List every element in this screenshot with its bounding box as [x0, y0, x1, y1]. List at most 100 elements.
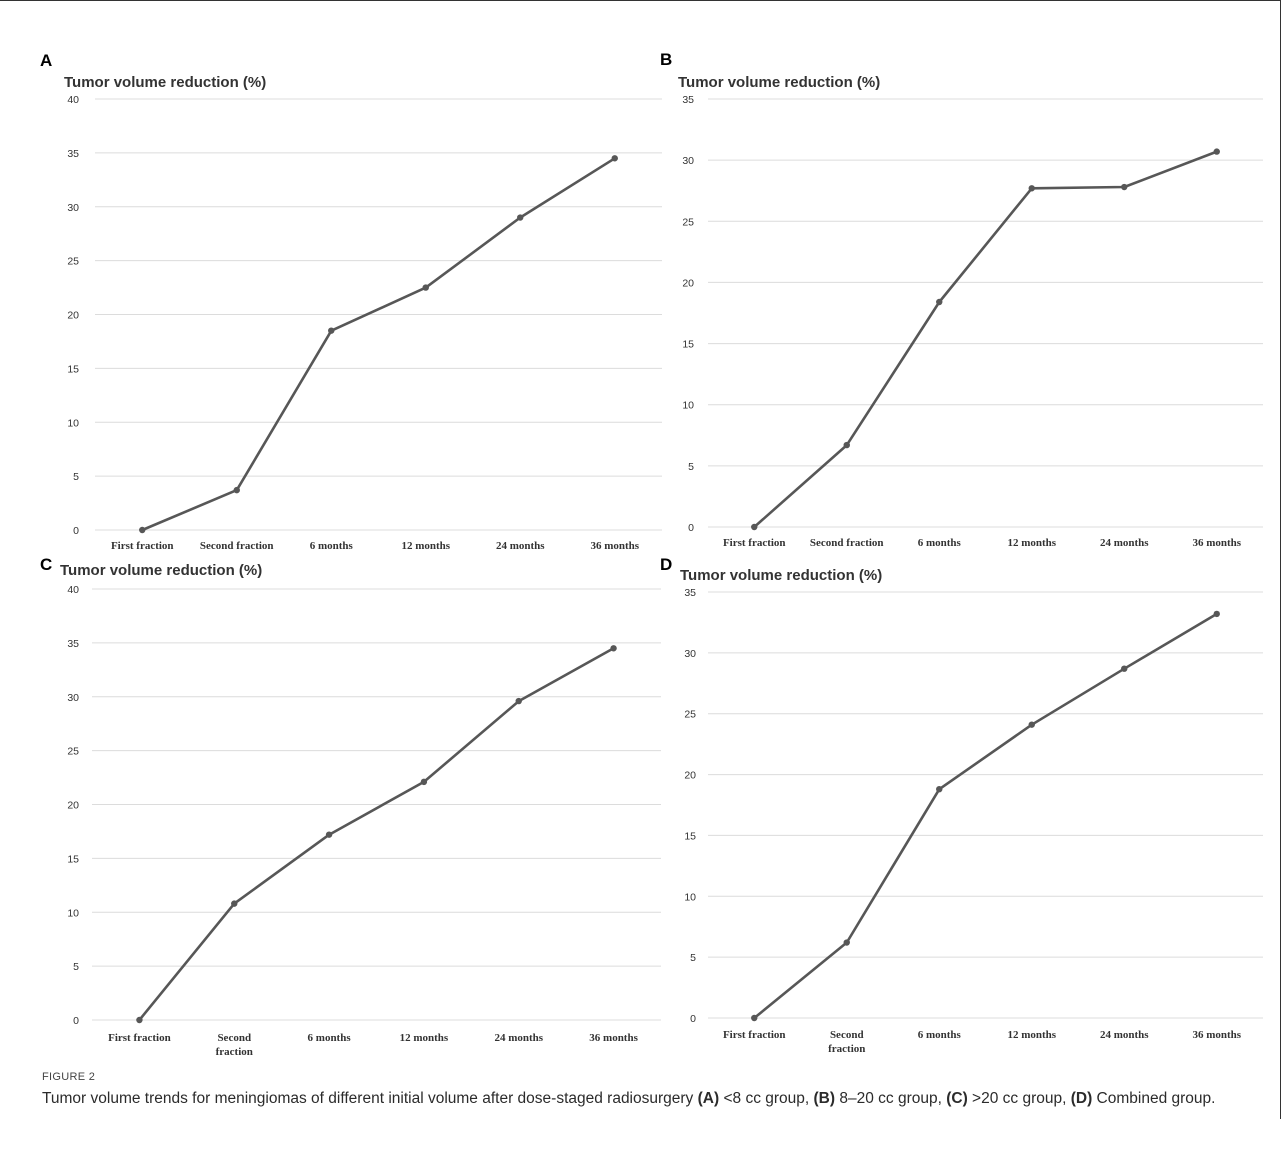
x-tick-label: First fraction: [723, 1029, 786, 1041]
data-point: [422, 284, 429, 291]
data-point: [515, 697, 522, 705]
x-tick-label: 6 months: [308, 1032, 352, 1044]
chart-title: Tumor volume reduction (%): [680, 567, 882, 584]
data-point: [610, 645, 617, 652]
y-tick-label: 15: [67, 363, 79, 375]
y-tick-label: 25: [67, 746, 79, 758]
data-point: [420, 778, 428, 786]
y-tick-label: 40: [67, 584, 79, 596]
y-tick-label: 25: [684, 709, 696, 721]
panel-letter: A: [40, 51, 52, 70]
series-line: [138, 647, 615, 1021]
figure-caption: FIGURE 2 Tumor volume trends for meningi…: [42, 1071, 1267, 1110]
y-tick-label: 30: [684, 648, 696, 660]
caption-fragment: Combined group.: [1092, 1090, 1216, 1107]
x-tick-label: 36 months: [1192, 537, 1241, 549]
caption-panel-ref: (C): [946, 1090, 968, 1107]
y-tick-label: 10: [682, 400, 694, 412]
y-tick-label: 5: [690, 952, 696, 964]
x-tick-label: 12 months: [401, 540, 450, 552]
y-tick-label: 35: [684, 587, 696, 599]
x-tick-label: Second fraction: [200, 540, 274, 552]
caption-panel-ref: (A): [697, 1090, 720, 1107]
x-tick-label: Second fraction: [810, 537, 884, 549]
chart-title: Tumor volume reduction (%): [678, 74, 880, 91]
data-point: [936, 298, 943, 306]
caption-panel-ref: (B): [813, 1090, 836, 1107]
figure-frame: [0, 0, 1281, 1119]
y-tick-label: 40: [67, 94, 79, 106]
data-point: [1028, 721, 1035, 728]
chart-panel-b: B Tumor volume reduction (%) 0 5 10 15 20 25 30 3…: [660, 50, 1263, 549]
x-tick-label: First fraction: [108, 1032, 171, 1044]
panel-letter: C: [40, 555, 52, 574]
x-tick-label: 6 months: [918, 537, 962, 549]
y-tick-label: 20: [67, 310, 79, 322]
x-tick-label: 24 months: [494, 1032, 543, 1044]
y-tick-label: 35: [67, 638, 79, 650]
x-tick-label: 36 months: [590, 540, 639, 552]
y-tick-label: 10: [67, 417, 79, 429]
caption-panel-ref: (D): [1070, 1090, 1093, 1107]
data-point: [1028, 185, 1035, 192]
x-tick-label: 24 months: [1100, 537, 1149, 549]
caption-fragment: <8 cc group,: [719, 1090, 814, 1107]
y-tick-label: 15: [682, 339, 694, 351]
caption-label: FIGURE 2: [42, 1071, 96, 1083]
caption-fragment: >20 cc group,: [967, 1090, 1071, 1107]
x-tick-label: First fraction: [723, 537, 786, 549]
chart-panel-c: C Tumor volume reduction (%) 0 5 10 15 20 25 30 3…: [40, 555, 661, 1058]
data-point: [325, 831, 333, 838]
data-point: [751, 523, 758, 531]
x-tick-label: 24 months: [1100, 1029, 1149, 1041]
data-point: [611, 155, 618, 162]
x-tick-label: 36 months: [589, 1032, 638, 1044]
y-tick-label: 20: [67, 800, 79, 812]
data-point: [231, 900, 238, 907]
data-point: [936, 785, 943, 793]
data-point: [1213, 148, 1220, 155]
data-point: [843, 441, 850, 449]
panel-letter: B: [660, 50, 672, 69]
x-tick-label: 24 months: [496, 540, 545, 552]
series-line: [753, 150, 1218, 528]
data-point: [136, 1016, 143, 1024]
series-line: [141, 157, 616, 532]
x-tick-label: 6 months: [310, 540, 354, 552]
y-tick-label: 5: [73, 471, 79, 483]
caption-fragment: 8–20 cc group,: [835, 1090, 947, 1107]
data-point: [843, 939, 850, 946]
data-point: [1213, 610, 1220, 618]
data-point: [328, 327, 335, 334]
y-tick-label: 0: [73, 1015, 79, 1027]
data-point: [1121, 665, 1128, 672]
y-tick-label: 15: [67, 853, 79, 865]
caption-text: Tumor volume trends for meningiomas of d…: [42, 1088, 1267, 1110]
y-tick-label: 15: [684, 830, 696, 842]
y-tick-label: 30: [682, 155, 694, 167]
y-tick-label: 35: [67, 148, 79, 160]
x-tick-label: Second fraction: [216, 1032, 253, 1058]
y-tick-label: 25: [67, 256, 79, 268]
series-line: [753, 612, 1218, 1020]
y-tick-label: 5: [688, 461, 694, 473]
figure-panels: A Tumor volume reduction (%) 0 5 10 15 20 25 30 3…: [40, 50, 1263, 1058]
data-point: [751, 1014, 758, 1022]
panel-letter: D: [660, 555, 672, 574]
y-tick-label: 20: [682, 277, 694, 289]
y-tick-label: 5: [73, 961, 79, 973]
y-tick-label: 35: [682, 94, 694, 106]
x-tick-label: 12 months: [400, 1032, 449, 1044]
y-tick-label: 0: [690, 1013, 696, 1025]
y-tick-label: 10: [684, 891, 696, 903]
x-tick-label: 12 months: [1007, 1029, 1056, 1041]
y-tick-label: 30: [67, 202, 79, 214]
x-tick-label: 6 months: [918, 1029, 962, 1041]
chart-title: Tumor volume reduction (%): [60, 562, 262, 579]
data-point: [139, 526, 146, 534]
y-tick-label: 0: [688, 522, 694, 534]
x-tick-label: First fraction: [111, 540, 174, 552]
y-tick-label: 0: [73, 525, 79, 537]
y-tick-label: 25: [682, 216, 694, 228]
y-tick-label: 30: [67, 692, 79, 704]
